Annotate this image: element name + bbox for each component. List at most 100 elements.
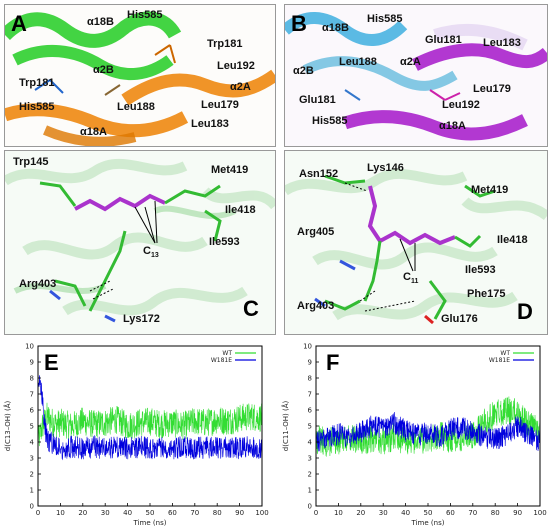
x-tick-label: 40 [123,509,132,517]
label-leu192: Leu192 [442,99,480,111]
panel-a-structure [5,11,275,146]
x-tick-label: 100 [255,509,268,517]
x-tick-label: 30 [101,509,110,517]
label-alpha2a: α2A [400,56,421,68]
y-tick-label: 1 [308,487,312,495]
chart-e: 0 10 20 30 40 50 60 70 80 90 100 0 1 2 3 4 5 6 7 8 9 10 Time (… [0,338,272,531]
label-leu183: Leu183 [483,37,521,49]
label-lys172: Lys172 [123,313,160,325]
x-axis-label: Time (ns) [411,519,445,527]
carbon-subscript: 11 [410,278,419,286]
y-tick-label: 6 [308,407,313,415]
label-met419: Met419 [471,184,509,196]
x-tick-label: 10 [334,509,343,517]
chart-f-svg: 0 10 20 30 40 50 60 70 80 90 100 0 1 2 3 4 5 6 7 8 9 10 Time (… [281,343,547,528]
y-tick-label: 7 [30,391,34,399]
x-tick-label: 20 [78,509,87,517]
series-line-wt [315,396,541,458]
label-leu188: Leu188 [339,56,377,68]
label-ile593: Ile593 [209,236,240,248]
label-asn152: Asn152 [299,168,339,180]
y-tick-label: 0 [30,503,34,511]
panel-d-structure [285,168,547,325]
chart-e-svg: 0 10 20 30 40 50 60 70 80 90 100 0 1 2 3 4 5 6 7 8 9 10 Time (… [3,343,269,528]
label-alpha2b: α2B [93,64,114,76]
panel-a: A α18B His585 Trp181 Leu192 α2B α2A Trp1… [4,4,276,147]
label-carbon-c13: C13 [143,246,159,260]
x-tick-label: 80 [213,509,222,517]
chart-f: 0 10 20 30 40 50 60 70 80 90 100 0 1 2 3 4 5 6 7 8 9 10 Time (… [278,338,550,531]
label-phe175: Phe175 [467,288,506,300]
series-line-w181e [315,411,541,452]
panel-d: Asn152 Lys146 Met419 Arg405 Ile418 Ile59… [284,150,548,335]
label-glu181-left: Glu181 [299,94,336,106]
y-tick-label: 4 [30,439,35,447]
label-ile418: Ile418 [497,234,528,246]
label-alpha2b: α2B [293,65,314,77]
chart-e-letter: E [44,350,59,375]
y-tick-label: 10 [303,343,312,351]
legend-label-w181e: W181E [211,357,232,364]
y-tick-label: 8 [30,375,34,383]
label-arg403: Arg403 [19,278,57,290]
y-tick-label: 5 [30,423,34,431]
y-tick-label: 10 [25,343,34,351]
legend-label-wt: WT [222,350,232,357]
label-alpha2a: α2A [230,81,251,93]
y-tick-label: 0 [308,503,312,511]
x-axis-label: Time (ns) [133,519,167,527]
label-carbon-c11: C11 [403,271,419,286]
legend-label-w181e: W181E [489,357,510,364]
x-tick-label: 60 [446,509,455,517]
y-tick-label: 5 [308,423,312,431]
y-tick-label: 9 [308,359,312,367]
panel-b: B α18B His585 Glu181 Leu183 Leu188 α2A α… [284,4,548,147]
label-arg403: Arg403 [297,300,335,312]
carbon-letter: C [403,271,411,283]
label-leu179: Leu179 [473,83,511,95]
panel-c-letter: C [243,296,259,321]
x-tick-label: 50 [146,509,155,517]
panel-d-letter: D [517,299,533,324]
x-tick-label: 80 [491,509,500,517]
label-leu188: Leu188 [117,101,155,113]
y-tick-label: 6 [30,407,35,415]
carbon-subscript: 13 [150,252,159,260]
legend-label-wt: WT [500,350,510,357]
y-axis-label: d(C11–OH) (Å) [281,401,290,452]
label-glu176: Glu176 [441,313,478,325]
x-tick-label: 0 [314,509,318,517]
label-arg405: Arg405 [297,226,335,238]
x-tick-label: 30 [379,509,388,517]
x-tick-label: 10 [56,509,65,517]
label-his585-top: His585 [127,9,163,21]
x-tick-label: 20 [356,509,365,517]
label-leu179: Leu179 [201,99,239,111]
series-line-wt [37,402,263,447]
label-alpha18b: α18B [322,22,349,34]
y-tick-label: 2 [308,471,312,479]
x-tick-label: 90 [513,509,522,517]
y-tick-label: 8 [308,375,312,383]
y-tick-label: 1 [30,487,34,495]
x-tick-label: 50 [424,509,433,517]
x-tick-label: 90 [235,509,244,517]
x-tick-label: 100 [533,509,546,517]
y-tick-label: 2 [30,471,34,479]
panel-c: Trp145 Met419 Ile418 Ile593 Arg403 Lys17… [4,150,276,335]
label-leu183: Leu183 [191,118,229,130]
label-ile593: Ile593 [465,264,496,276]
label-alpha18a: α18A [439,120,466,132]
label-alpha18a: α18A [80,126,107,138]
label-glu181-top: Glu181 [425,34,462,46]
label-leu192: Leu192 [217,60,255,72]
x-tick-label: 40 [401,509,410,517]
panel-b-letter: B [291,11,307,36]
label-his585-left: His585 [312,115,348,127]
panel-a-letter: A [11,11,27,36]
label-trp145: Trp145 [13,156,49,168]
label-his585-top: His585 [367,13,403,25]
x-tick-label: 0 [36,509,40,517]
panel-b-structure [285,12,547,141]
panel-c-structure [5,158,275,323]
